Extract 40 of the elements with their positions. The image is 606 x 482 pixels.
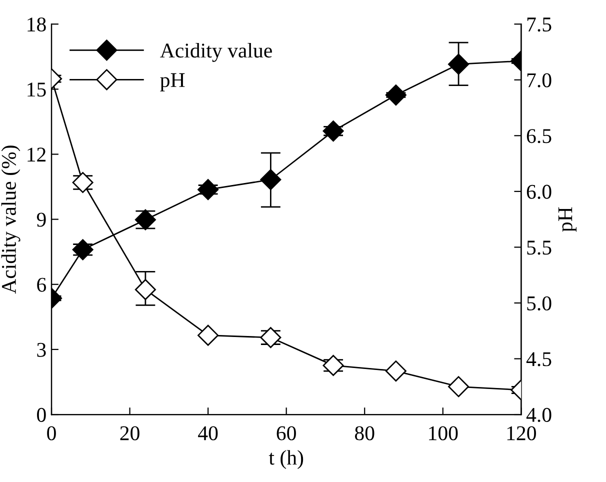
y2-tick-label: 6.5 xyxy=(526,129,552,144)
y2-tick-label: 7.0 xyxy=(527,73,552,88)
x-tick-label: 80 xyxy=(354,426,374,440)
point xyxy=(322,120,344,142)
x-tick-label: 120 xyxy=(507,426,536,440)
y2-tick-label: 5.0 xyxy=(527,296,552,310)
legend-label: pH xyxy=(160,73,185,92)
x-tick-label: 20 xyxy=(120,426,140,440)
point xyxy=(385,360,406,382)
point xyxy=(260,169,282,190)
x-axis-title: t (h) xyxy=(268,450,304,469)
point xyxy=(198,324,219,346)
point xyxy=(448,54,470,75)
point xyxy=(72,172,94,194)
y-tick-label: 3 xyxy=(37,342,46,357)
y2-axis-title: pH xyxy=(558,207,577,232)
point xyxy=(260,327,282,348)
y-axis-title: Acidity value (%) xyxy=(1,146,20,294)
x-tick-label: 100 xyxy=(429,426,458,440)
y2-tick-label: 5.5 xyxy=(527,240,552,255)
x-tick-label: 0 xyxy=(47,426,56,440)
y-tick-label: 12 xyxy=(28,148,46,162)
y2-tick-label: 4.5 xyxy=(526,352,552,366)
point xyxy=(385,84,406,106)
y-tick-label: 6 xyxy=(37,278,46,292)
y2-tick-label: 4.0 xyxy=(526,408,552,422)
point xyxy=(322,354,344,376)
x-tick-label: 40 xyxy=(198,426,218,440)
y2-tick-label: 6.0 xyxy=(526,184,552,199)
legend-label: Acidity value xyxy=(160,42,272,62)
y2-tick-label: 7.5 xyxy=(527,18,552,32)
y-tick-label: 18 xyxy=(28,17,46,32)
y-tick-label: 15 xyxy=(28,82,46,97)
point xyxy=(72,239,94,260)
point xyxy=(448,376,470,398)
y-tick-label: 9 xyxy=(36,212,46,227)
x-tick-label: 60 xyxy=(276,426,296,440)
point xyxy=(198,179,219,200)
y-tick-label: 0 xyxy=(37,408,46,422)
point xyxy=(134,279,156,300)
